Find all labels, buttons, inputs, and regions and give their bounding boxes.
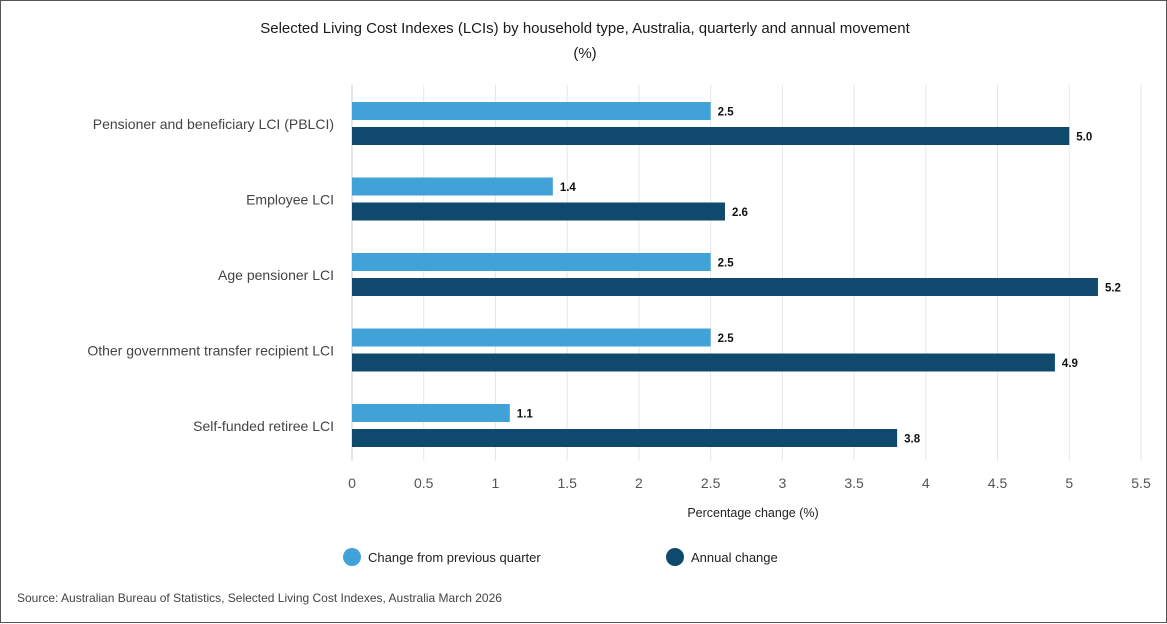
x-tick-label: 3.5	[844, 475, 864, 491]
annual-bar	[352, 278, 1098, 296]
category-label: Pensioner and beneficiary LCI (PBLCI)	[93, 116, 334, 132]
quarterly-bar	[352, 102, 711, 120]
x-tick-label: 4	[922, 475, 930, 491]
source-note: Source: Australian Bureau of Statistics,…	[17, 591, 502, 605]
data-label: 5.2	[1105, 283, 1121, 295]
legend-annual-marker	[666, 548, 684, 566]
quarterly-bar	[352, 328, 711, 347]
x-tick-label: 2.5	[701, 475, 721, 491]
data-label: 2.5	[718, 258, 735, 270]
category-label: Self-funded retiree LCI	[193, 418, 334, 434]
legend-quarter-marker	[343, 548, 361, 566]
category-label: Other government transfer recipient LCI	[87, 343, 334, 359]
legend: Change from previous quarter Annual chang…	[343, 548, 778, 566]
gridlines	[351, 85, 1142, 461]
category-labels: Pensioner and beneficiary LCI (PBLCI) Emp…	[87, 116, 334, 434]
data-label: 2.6	[732, 207, 748, 219]
annual-bar	[352, 353, 1055, 372]
data-label: 1.1	[517, 409, 534, 421]
x-axis-title: Percentage change (%)	[687, 506, 818, 520]
x-tick-label: 2	[635, 475, 643, 491]
x-tick-label: 4.5	[988, 475, 1008, 491]
x-tick-label: 1.5	[557, 475, 577, 491]
x-tick-label: 1	[492, 475, 500, 491]
quarterly-bar	[352, 177, 553, 196]
data-label: 3.8	[904, 434, 921, 446]
bars: 2.5 5.0 1.4 2.6 2.5 5.2 2.5 4.9 1.1 3.8	[352, 102, 1121, 447]
annual-bar	[352, 202, 725, 221]
data-label: 4.9	[1062, 358, 1078, 370]
x-tick-label: 3	[778, 475, 786, 491]
chart-subtitle: (%)	[573, 45, 596, 62]
x-axis-ticks: 0 0.5 1 1.5 2 2.5 3 3.5 4 4.5 5 5.5	[348, 475, 1151, 491]
data-label: 2.5	[718, 107, 735, 119]
data-label: 1.4	[560, 182, 577, 194]
quarterly-bar	[352, 253, 711, 271]
category-label: Age pensioner LCI	[218, 267, 334, 283]
quarterly-bar	[352, 404, 510, 422]
data-label: 2.5	[718, 333, 735, 345]
annual-bar	[352, 127, 1070, 145]
x-tick-label: 5	[1065, 475, 1073, 491]
chart-title: Selected Living Cost Indexes (LCIs) by h…	[260, 20, 910, 37]
x-tick-label: 0	[348, 475, 356, 491]
annual-bar	[352, 429, 898, 447]
category-label: Employee LCI	[246, 192, 334, 208]
legend-label: Annual change	[691, 550, 778, 565]
legend-label: Change from previous quarter	[368, 550, 541, 565]
data-label: 5.0	[1076, 132, 1092, 144]
x-tick-label: 0.5	[414, 475, 434, 491]
x-tick-label: 5.5	[1131, 475, 1151, 491]
